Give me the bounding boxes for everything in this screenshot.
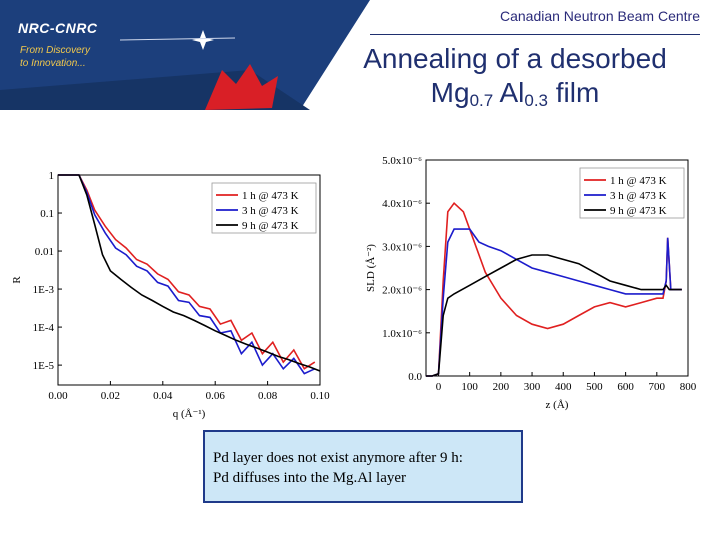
- x-axis-label: q (Å⁻¹): [173, 408, 206, 420]
- plot-frame: [425, 159, 689, 377]
- title-mg-sub: 0.7: [469, 91, 494, 110]
- reflectivity-chart: 0.00 0.02 0.04 0.06 0.08 0.10 1 0.1 0.01 1E-3 1E-4…: [8, 155, 343, 425]
- legend-label: 9 h @ 473 K: [242, 220, 299, 232]
- x-tick-label: 800: [680, 381, 697, 393]
- x-tick-label: 300: [524, 381, 541, 393]
- title-mg: Mg: [430, 77, 470, 108]
- note-line1: Pd layer does not exist anymore after 9 …: [213, 450, 463, 466]
- sld-profile-chart-svg: 0 100 200 300 400 500 600 700 800 0.0 1.0x10⁻⁶ 2.0x…: [365, 155, 697, 411]
- title-end: film: [548, 77, 600, 108]
- series-line: [58, 174, 321, 372]
- title-al-sub: 0.3: [524, 91, 548, 110]
- maple-leaf-icon: [205, 64, 278, 110]
- legend-label: 3 h @ 473 K: [610, 190, 667, 202]
- y-tick-label: 1E-3: [33, 284, 55, 296]
- y-tick-label: 0.1: [40, 208, 54, 220]
- x-tick-label: 0.02: [101, 390, 120, 402]
- centre-name: Canadian Neutron Beam Centre: [499, 8, 700, 24]
- legend-label: 9 h @ 473 K: [610, 205, 667, 217]
- sld-profile-chart: 0 100 200 300 400 500 600 700 800 0.0 1.0x10⁻⁶ 2.0x…: [348, 150, 703, 420]
- y-tick-label: 3.0x10⁻⁶: [382, 241, 422, 253]
- legend-label: 1 h @ 473 K: [610, 175, 667, 187]
- legend-label: 3 h @ 473 K: [242, 205, 299, 217]
- title-line2: Mg0.7 Al0.3 film: [320, 76, 710, 118]
- banner-background: [0, 0, 370, 110]
- note-line2: Pd diffuses into the Mg.Al layer: [213, 470, 407, 486]
- title-al: Al: [493, 77, 525, 108]
- y-axis-label: SLD (Å⁻²): [365, 244, 377, 292]
- y-tick-label: 1E-4: [33, 322, 55, 334]
- title-line1: Annealing of a desorbed: [363, 43, 667, 74]
- sparkle-icon: [192, 30, 214, 50]
- note-box: Pd layer does not exist anymore after 9 …: [203, 430, 523, 503]
- y-tick-label: 2.0x10⁻⁶: [382, 285, 422, 297]
- y-tick-label: 0.01: [35, 246, 54, 258]
- series-line: [58, 174, 316, 370]
- header-banner: NRC-CNRC From Discovery to Innovation...…: [0, 0, 720, 110]
- y-tick-label: 1.0x10⁻⁶: [382, 328, 422, 340]
- plot-frame: [57, 174, 321, 386]
- x-tick-label: 600: [617, 381, 634, 393]
- header-divider: [370, 34, 700, 35]
- y-tick-label: 1: [49, 170, 55, 182]
- x-tick-label: 0.06: [206, 390, 226, 402]
- series-line: [426, 254, 682, 377]
- x-axis-label: z (Å): [546, 399, 569, 411]
- logo: NRC-CNRC: [18, 20, 98, 36]
- series-line: [426, 228, 682, 377]
- x-tick-label: 0: [436, 381, 442, 393]
- legend-label: 1 h @ 473 K: [242, 190, 299, 202]
- x-tick-label: 200: [493, 381, 510, 393]
- slogan-line1: From Discovery: [20, 45, 91, 56]
- slogan: From Discovery to Innovation...: [20, 44, 90, 70]
- x-tick-label: 0.00: [48, 390, 68, 402]
- x-tick-label: 500: [586, 381, 603, 393]
- banner-graphic: [0, 0, 370, 110]
- y-tick-label: 5.0x10⁻⁶: [382, 155, 422, 167]
- y-axis-label: R: [11, 276, 23, 284]
- x-tick-label: 0.10: [310, 390, 330, 402]
- x-tick-label: 100: [461, 381, 478, 393]
- reflectivity-chart-svg: 0.00 0.02 0.04 0.06 0.08 0.10 1 0.1 0.01 1E-3 1E-4…: [11, 170, 330, 420]
- slide-title: Annealing of a desorbed Mg0.7 Al0.3 film: [320, 42, 710, 118]
- y-tick-label: 0.0: [408, 371, 422, 383]
- y-tick-label: 1E-5: [33, 360, 55, 372]
- x-tick-label: 0.08: [258, 390, 278, 402]
- x-tick-label: 0.04: [153, 390, 173, 402]
- slogan-line2: to Innovation...: [20, 58, 86, 69]
- sparkle-line: [119, 37, 236, 41]
- x-tick-label: 700: [649, 381, 666, 393]
- x-tick-label: 400: [555, 381, 572, 393]
- y-tick-label: 4.0x10⁻⁶: [382, 198, 422, 210]
